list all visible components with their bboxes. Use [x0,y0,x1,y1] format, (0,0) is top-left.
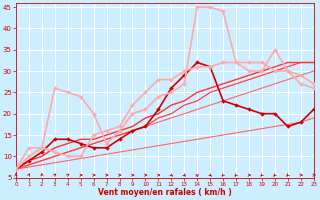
X-axis label: Vent moyen/en rafales ( km/h ): Vent moyen/en rafales ( km/h ) [98,188,232,197]
